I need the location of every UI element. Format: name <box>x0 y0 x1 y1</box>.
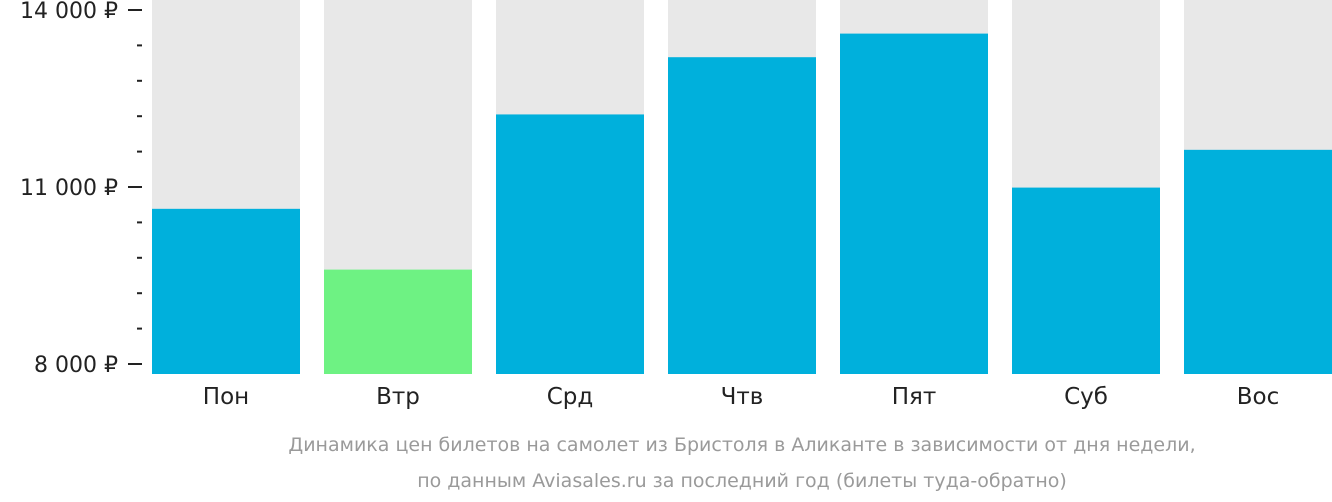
bars <box>152 33 1332 375</box>
y-tick-label: 11 000 ₽ <box>20 176 118 201</box>
x-axis-labels: Пон Втр Срд Чтв Пят Суб Вос <box>203 384 1279 410</box>
x-tick-label: Суб <box>1064 384 1108 410</box>
chart-caption-line-2: по данным Aviasales.ru за последний год … <box>417 470 1067 492</box>
chart-caption-line-1: Динамика цен билетов на самолет из Брист… <box>288 434 1195 456</box>
y-tick-label: 8 000 ₽ <box>34 353 118 378</box>
bar <box>840 33 988 374</box>
bar <box>496 114 644 375</box>
x-tick-label: Срд <box>547 384 594 410</box>
x-tick-label: Пон <box>203 384 249 410</box>
x-tick-label: Чтв <box>721 384 764 410</box>
x-tick-label: Вос <box>1237 384 1280 410</box>
bar <box>1012 187 1160 374</box>
y-axis: 8 000 ₽ 11 000 ₽ 14 000 ₽ <box>20 0 142 378</box>
bar <box>1184 149 1332 374</box>
bar <box>324 269 472 374</box>
bar <box>152 208 300 374</box>
y-tick-label: 14 000 ₽ <box>20 0 118 24</box>
x-tick-label: Втр <box>376 384 420 410</box>
bar <box>668 57 816 374</box>
x-tick-label: Пят <box>892 384 937 410</box>
